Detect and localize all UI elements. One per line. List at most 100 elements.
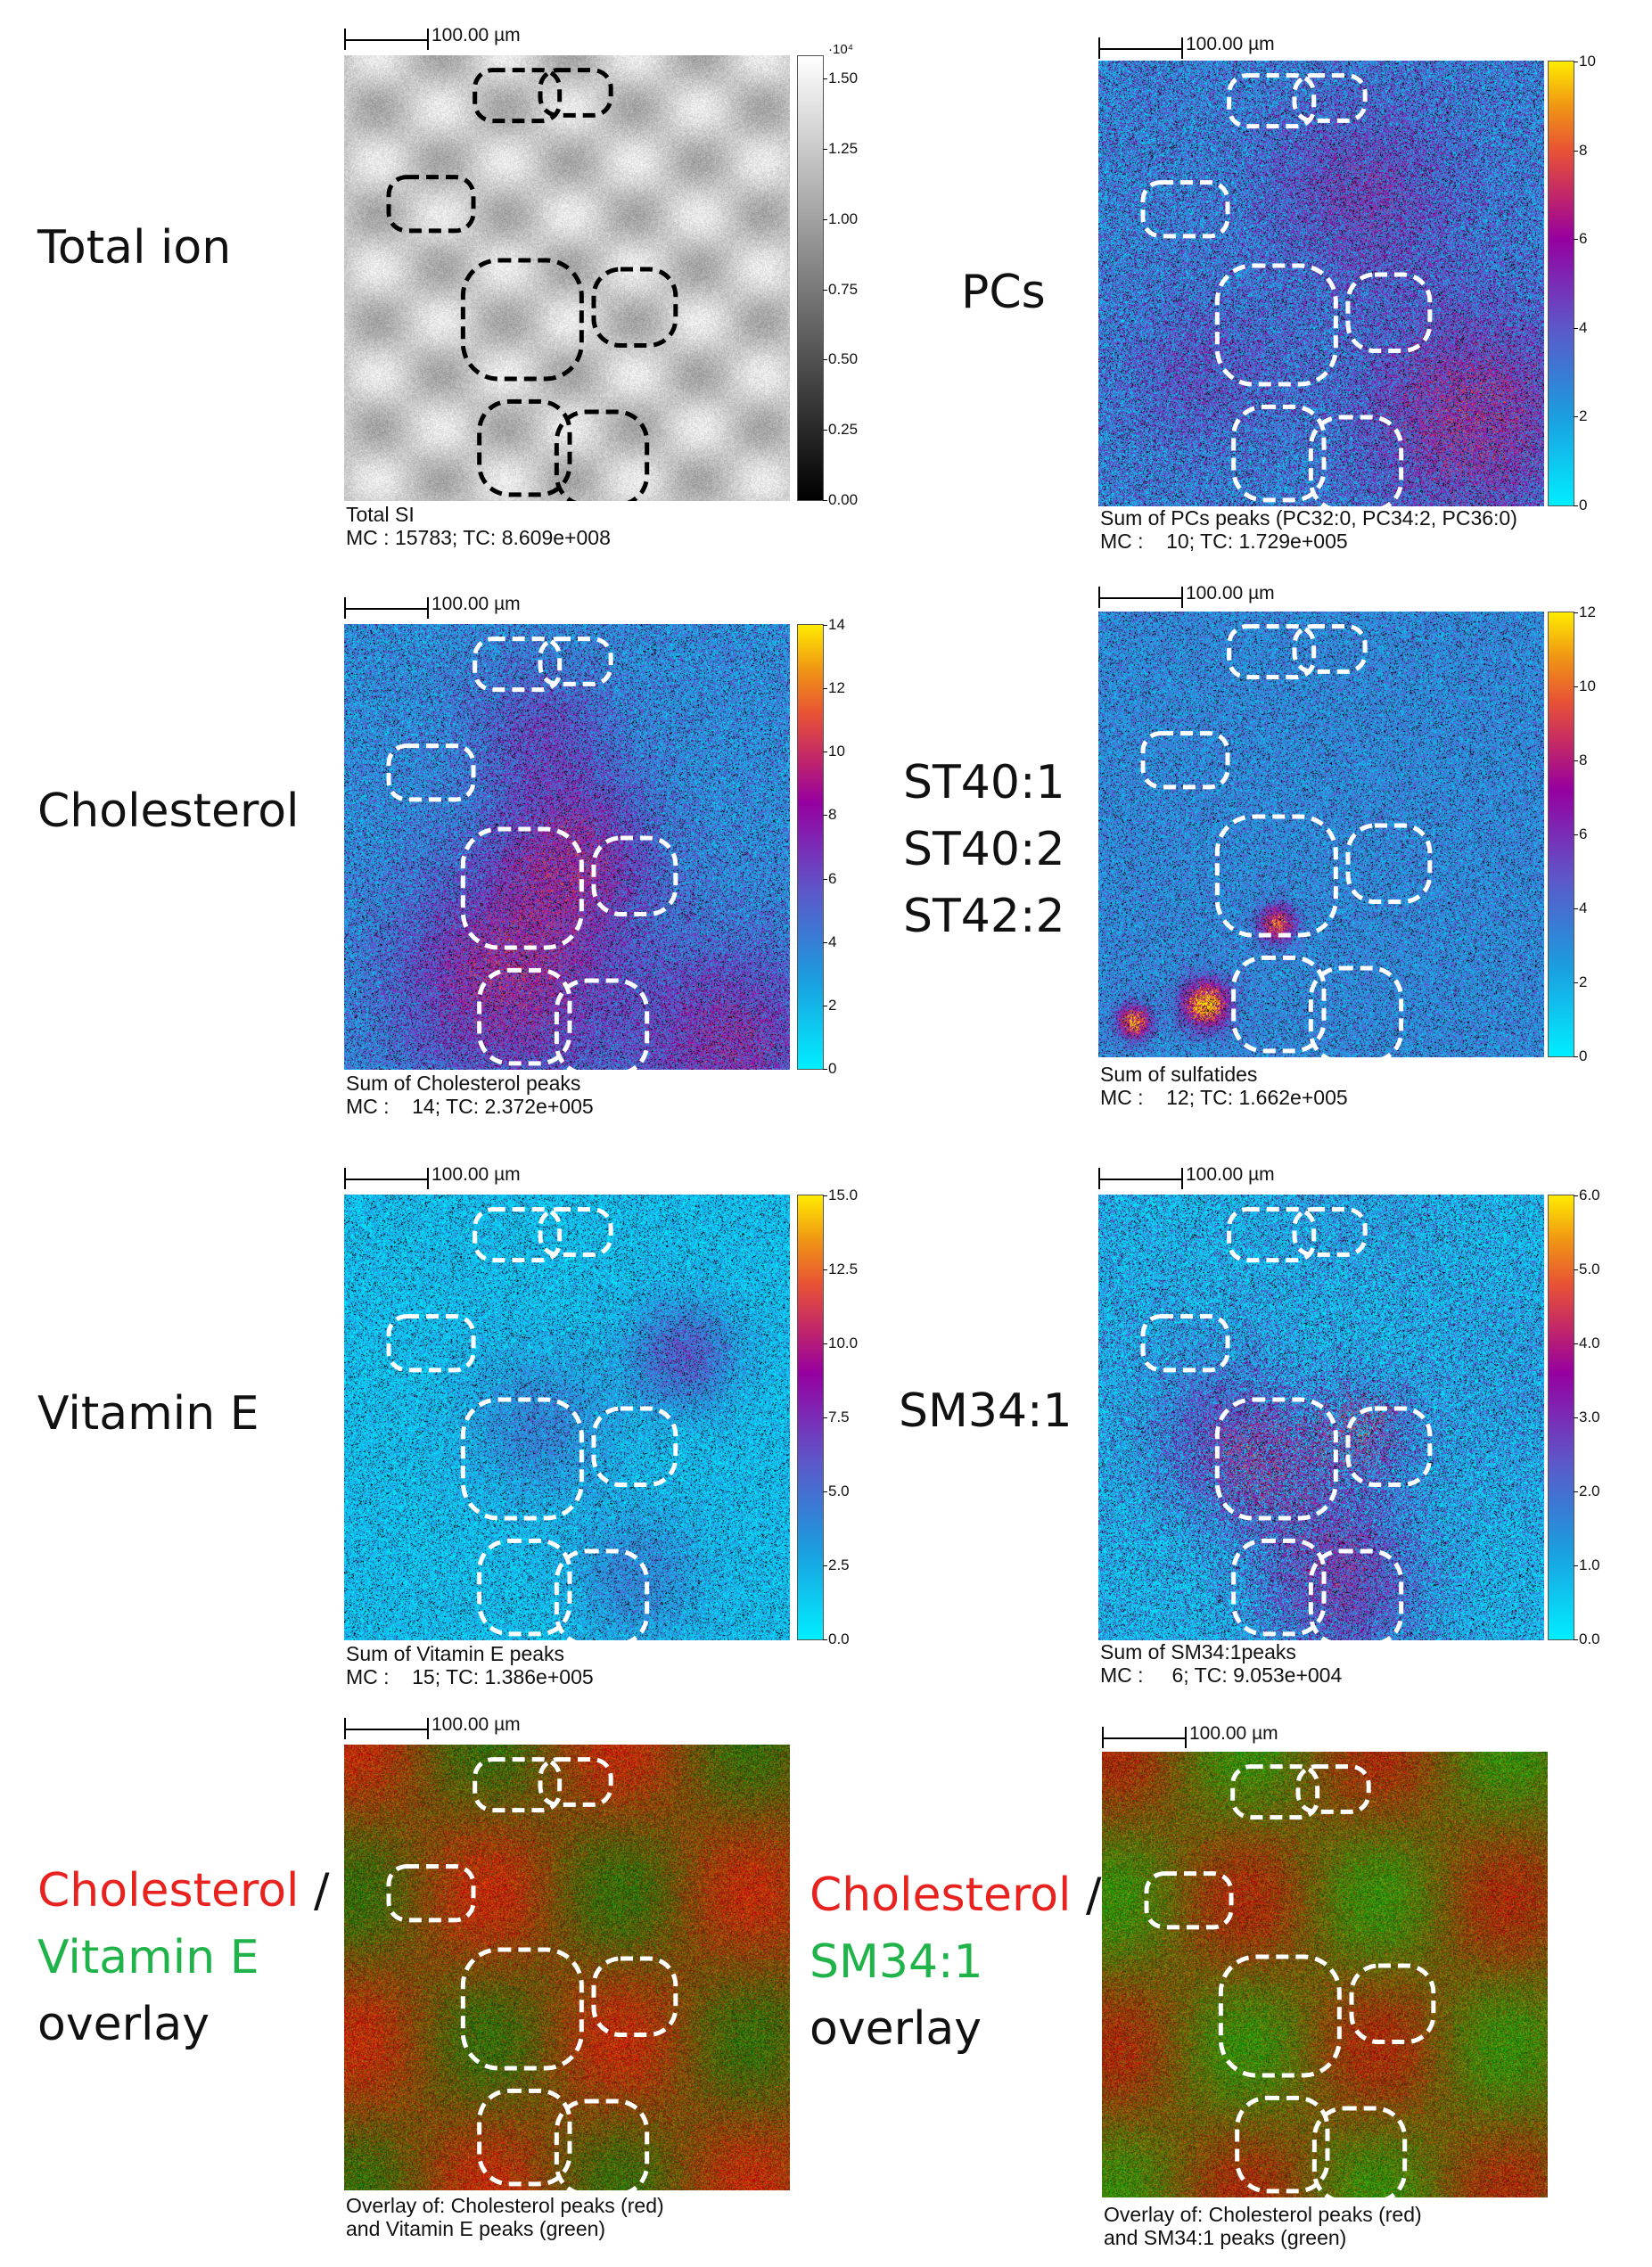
colorbar-tick-label: 10 [1574,53,1596,70]
overlay1-separator: / [314,1864,330,1918]
label-overlay1-line3: overlay [37,1998,210,2051]
colorbar-tick-label: 4 [822,932,837,950]
roi-outline-4 [460,826,584,950]
colorbar: ·10⁴ 1.50 1.25 1.00 0.75 0.50 0.25 0.00 [797,42,858,508]
overlay1-red-term: Cholesterol [37,1864,300,1918]
roi-outline-4 [460,258,584,382]
colorbar-tick-label: 1.50 [822,70,859,87]
colorbar-tick-label: 0.0 [1574,1630,1600,1647]
colorbar-tick-label: 1.25 [822,140,859,157]
roi-outline-1 [473,637,563,693]
roi-outline-3 [1140,180,1230,239]
label-pcs: PCs [961,266,1046,319]
roi-outline-5 [1345,823,1433,904]
colorbar-tick-label: 0.75 [822,280,859,298]
roi-outline-2 [538,1207,613,1257]
colorbar-tick-label: 12.5 [822,1261,859,1277]
colorbar-tick-label: 2 [1573,407,1588,425]
colorbar-tick-label: 0.00 [822,491,859,508]
caption: Total SI MC : 15783; TC: 8.609e+008 [346,503,611,549]
roi-outline-2 [538,1757,613,1807]
roi-outline-5 [591,1956,678,2037]
roi-outline-4 [460,1947,584,2071]
overlay-image [1102,1752,1548,2197]
colorbar: 12 10 8 6 4 2 0 [1548,604,1596,1064]
colorbar-tick-label: 8 [1573,141,1588,159]
colorbar: 14 12 10 8 6 4 2 0 [797,616,845,1077]
colorbar-tick-label: 2 [1573,973,1588,990]
roi-outline-1 [473,1207,563,1263]
label-overlay1-line1: Cholesterol / [37,1857,330,1925]
panel-vitamin-e: 100.00 µm 15.0 12.5 10.0 7.5 5.0 2.5 0.0 Sum o… [344,1164,859,1688]
roi-outline-3 [386,175,476,234]
roi-outline-3 [1140,1314,1230,1373]
sm34-1-image [1098,1195,1544,1640]
roi-outline-3 [1140,731,1230,790]
overlay2-separator: / [1086,1869,1102,1922]
colorbar-tick-label: 2 [822,996,837,1014]
panel-pcs: 100.00 µm 10 8 6 4 2 0 Sum of PCs peaks (PC32… [1098,34,1596,553]
colorbar-tick-label: 5.0 [823,1483,850,1499]
colorbar-tick-label: 14 [823,616,845,633]
label-sm34-1: SM34:1 [899,1384,1073,1438]
colorbar-tick-label: 5.0 [1574,1261,1600,1277]
roi-outline-1 [1227,624,1317,680]
label-overlay2-line3: overlay [810,2002,982,2056]
colorbar-tick-label: 0 [1573,497,1588,513]
colorbar-tick-label: 8 [822,806,837,824]
caption: Sum of sulfatides MC : 12; TC: 1.662e+005 [1100,1063,1348,1109]
roi-outline-2 [538,68,613,118]
colorbar-tick-label: 15.0 [822,1187,859,1203]
panel-overlay-cholesterol-sm34-1: 100.00 µm Overlay of: Cholesterol peaks … [1102,1723,1566,2260]
colorbar-tick-label: 7.5 [823,1409,850,1425]
colorbar: 15.0 12.5 10.0 7.5 5.0 2.5 0.0 [797,1187,858,1647]
colorbar-tick-label: 2.0 [1574,1483,1600,1499]
colorbar-tick-label: 12 [1574,604,1596,620]
label-st40-1: ST40:1 [903,756,1065,809]
colorbar-tick-label: 12 [823,679,845,697]
roi-outline-1 [473,1757,563,1813]
sulfatides-image [1098,612,1544,1057]
caption: Sum of Vitamin E peaks MC : 15; TC: 1.386… [346,1642,594,1688]
panel-sulfatides: 100.00 µm 12 10 8 6 4 2 0 Sum of sulfatides MC … [1098,583,1596,1109]
roi-outline-5 [1345,272,1433,353]
colorbar-tick-label: 1.0 [1574,1557,1600,1573]
colorbar-tick-label: 6 [1573,825,1588,842]
roi-outline-3 [386,1314,476,1373]
overlay-image [344,1745,790,2190]
roi-outline-1 [1227,1207,1317,1263]
colorbar-tick-label: 0.25 [822,421,859,439]
colorbar-tick-label: 6.0 [1574,1187,1600,1203]
roi-outline-1 [1227,73,1317,129]
roi-outline-5 [591,1406,678,1487]
colorbar-tick-label: 1.00 [822,209,859,227]
roi-outline-5 [1345,1406,1433,1487]
caption: Sum of PCs peaks (PC32:0, PC34:2, PC36:0… [1100,506,1517,553]
colorbar-tick-label: 10.0 [822,1335,859,1351]
colorbar-tick-label: 4.0 [1574,1335,1600,1351]
roi-outline-2 [1295,1764,1371,1814]
colorbar-exponent: ·10⁴ [828,42,854,57]
roi-outline-1 [1230,1764,1320,1820]
roi-outline-2 [538,637,613,686]
caption: Overlay of: Cholesterol peaks (red) and V… [346,2194,664,2240]
roi-outline-4 [1214,263,1338,387]
panel-overlay-cholesterol-vitamin-e: 100.00 µm Overlay of: Cholesterol peaks … [344,1714,808,2251]
colorbar-tick-label: 6 [1573,230,1588,248]
colorbar-tick-label: 0.50 [822,350,859,368]
roi-outline-5 [591,835,678,916]
colorbar-tick-label: 0 [1573,1047,1588,1064]
roi-outline-3 [1144,1871,1234,1930]
label-overlay2-green-term: SM34:1 [810,1935,983,1989]
caption: Sum of Cholesterol peaks MC : 14; TC: 2.3… [346,1072,594,1118]
colorbar-tick-label: 8 [1573,752,1588,768]
roi-outline-2 [1292,624,1368,674]
colorbar-tick-label: 0.0 [823,1630,850,1647]
roi-outline-4 [1218,1954,1342,2078]
roi-outline-1 [473,68,563,124]
vitamin-e-image [344,1195,790,1640]
colorbar-tick-label: 2.5 [823,1557,850,1573]
roi-outline-2 [1292,1207,1368,1257]
colorbar-tick-label: 0 [822,1060,837,1077]
roi-outline-3 [386,743,476,802]
